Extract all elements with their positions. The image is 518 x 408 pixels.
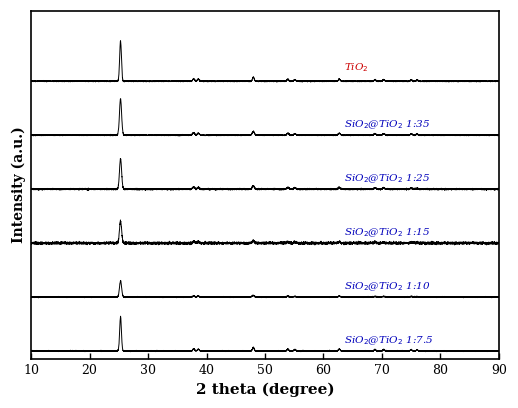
Text: SiO$_2$@TiO$_2$ 1:10: SiO$_2$@TiO$_2$ 1:10: [344, 280, 430, 293]
Text: SiO$_2$@TiO$_2$ 1:7.5: SiO$_2$@TiO$_2$ 1:7.5: [344, 334, 434, 347]
Text: SiO$_2$@TiO$_2$ 1:35: SiO$_2$@TiO$_2$ 1:35: [344, 118, 430, 131]
Text: SiO$_2$@TiO$_2$ 1:25: SiO$_2$@TiO$_2$ 1:25: [344, 172, 430, 185]
Y-axis label: Intensity (a.u.): Intensity (a.u.): [11, 127, 25, 244]
X-axis label: 2 theta (degree): 2 theta (degree): [196, 382, 334, 397]
Text: SiO$_2$@TiO$_2$ 1:15: SiO$_2$@TiO$_2$ 1:15: [344, 226, 430, 239]
Text: TiO$_2$: TiO$_2$: [344, 62, 369, 74]
